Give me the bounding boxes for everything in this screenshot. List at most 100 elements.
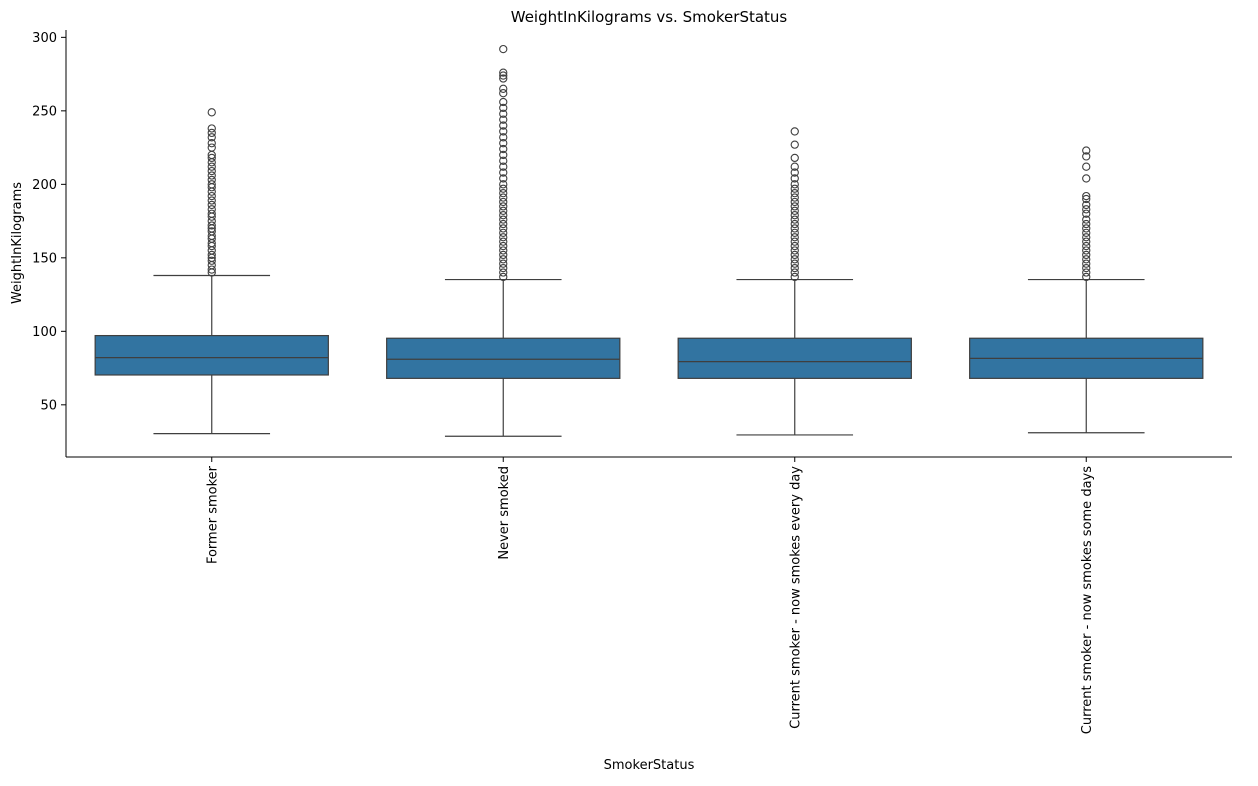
x-tick-label: Current smoker - now smokes some days (1080, 466, 1095, 734)
outlier-point (207, 250, 216, 260)
x-tick-label: Former smoker (205, 465, 220, 564)
outlier-point (499, 97, 508, 107)
outlier-point (499, 127, 508, 136)
outlier-point (499, 255, 508, 264)
outlier-point (1082, 194, 1091, 204)
outlier-point (499, 268, 508, 277)
outlier-point (790, 127, 799, 136)
outlier-point (499, 133, 508, 142)
outlier-point (207, 221, 216, 230)
outlier-point (499, 202, 508, 211)
outlier-point (207, 162, 216, 171)
outlier-point (499, 228, 508, 237)
outlier-point (1082, 215, 1091, 224)
x-tick-label: Never smoked (497, 466, 512, 560)
outlier-point (499, 68, 508, 77)
outlier-point (207, 180, 216, 189)
outlier-point (790, 241, 799, 251)
outlier-point (499, 211, 508, 220)
outlier-point (790, 202, 799, 211)
outlier-point (499, 74, 508, 83)
outlier-point (499, 121, 508, 130)
x-tick-label: Current smoker - now smokes every day (788, 466, 803, 729)
outlier-point (1082, 205, 1091, 214)
y-tick-label: 100 (32, 325, 57, 340)
outlier-point (790, 140, 799, 149)
outlier-point (207, 153, 216, 163)
outlier-point (207, 124, 216, 133)
outlier-point (499, 219, 508, 229)
y-tick-label: 250 (32, 104, 57, 119)
outlier-point (790, 246, 799, 255)
x-axis-label: SmokerStatus (604, 758, 695, 773)
outlier-point (790, 237, 799, 246)
y-axis-label: WeightInKilograms (10, 182, 25, 304)
outlier-point (499, 259, 508, 268)
outlier-point (207, 133, 216, 142)
outlier-point (499, 103, 508, 113)
plot-area: 50 100 150 200 250 300 Former smoker Never smok… (32, 30, 1232, 734)
outlier-point (499, 206, 508, 215)
y-tick-label: 300 (32, 31, 57, 46)
outlier-point (499, 233, 508, 242)
outlier-point (790, 219, 799, 229)
outlier-point (499, 184, 508, 193)
outlier-point (1082, 162, 1091, 171)
outlier-point (499, 89, 508, 98)
outlier-point (207, 200, 216, 210)
outlier-point (790, 184, 799, 193)
outlier-point (207, 171, 216, 180)
outlier-point (499, 250, 508, 260)
outlier-point (499, 197, 508, 207)
outlier-point (1082, 255, 1091, 264)
outlier-point (790, 263, 799, 273)
outlier-point (499, 84, 508, 93)
outlier-point (499, 156, 508, 165)
outlier-point (499, 150, 508, 160)
outlier-point (790, 180, 799, 189)
outlier-point (790, 211, 799, 220)
outlier-point (790, 197, 799, 207)
outlier-point (790, 268, 799, 277)
outlier-point (790, 272, 799, 282)
outlier-point (1082, 241, 1091, 251)
outlier-point (499, 237, 508, 246)
outlier-point (1082, 246, 1091, 255)
outlier-point (207, 128, 216, 138)
outlier-point (1082, 191, 1091, 201)
outlier-point (1082, 152, 1091, 161)
outlier-point (1082, 200, 1091, 210)
iqr-box (94, 334, 329, 376)
outlier-point (499, 115, 508, 124)
outlier-point (499, 272, 508, 282)
outlier-point (1082, 209, 1091, 218)
outlier-point (499, 162, 508, 171)
outlier-point (790, 174, 799, 183)
outlier-point (499, 241, 508, 251)
outlier-point (1082, 268, 1091, 277)
outlier-point (790, 215, 799, 224)
outlier-point (207, 196, 216, 205)
outlier-point (499, 144, 508, 154)
outlier-point (790, 224, 799, 233)
outlier-point (1082, 263, 1091, 273)
outlier-point (790, 189, 799, 198)
outlier-point (207, 143, 216, 152)
outlier-point (207, 205, 216, 214)
outlier-point (207, 227, 216, 236)
outlier-point (499, 215, 508, 224)
outlier-point (790, 250, 799, 260)
outlier-point (499, 109, 508, 118)
outlier-point (499, 189, 508, 198)
outlier-point (790, 259, 799, 268)
outlier-point (1082, 146, 1091, 155)
outlier-point (207, 256, 216, 265)
chart-title: WeightInKilograms vs. SmokerStatus (511, 8, 788, 26)
outlier-point (207, 209, 216, 218)
y-tick-label: 200 (32, 178, 57, 193)
outlier-point (1082, 174, 1091, 183)
outlier-point (1082, 233, 1091, 242)
y-tick-label: 150 (32, 251, 57, 266)
